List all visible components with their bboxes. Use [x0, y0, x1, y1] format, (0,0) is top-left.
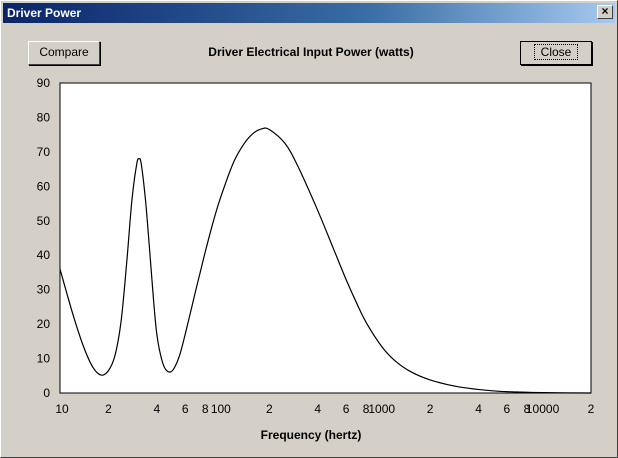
y-tick-label: 60 — [37, 179, 51, 193]
x-tick-label: 2 — [266, 402, 273, 416]
x-tick-label: 4 — [154, 402, 161, 416]
y-tick-label: 40 — [37, 248, 51, 262]
x-tick-label: 2 — [105, 402, 112, 416]
x-tick-label: 2 — [427, 402, 434, 416]
x-tick-label: 8 — [363, 402, 370, 416]
y-tick-label: 50 — [37, 214, 51, 228]
close-window-icon[interactable]: × — [597, 5, 613, 19]
x-tick-label: 6 — [182, 402, 189, 416]
x-tick-label: 6 — [343, 402, 350, 416]
y-tick-label: 30 — [37, 283, 51, 297]
x-tick-label: 10000 — [526, 402, 560, 416]
x-tick-label: 100 — [211, 402, 231, 416]
y-tick-label: 80 — [37, 110, 51, 124]
title-bar[interactable]: Driver Power × — [3, 3, 615, 23]
chart-title: Driver Electrical Input Power (watts) — [208, 45, 414, 59]
x-tick-label: 2 — [588, 402, 595, 416]
y-tick-label: 90 — [37, 76, 51, 90]
x-tick-label: 8 — [524, 402, 531, 416]
x-tick-label: 8 — [202, 402, 209, 416]
series-group — [59, 127, 592, 394]
power-curve-line — [59, 127, 592, 394]
y-tick-label: 70 — [37, 145, 51, 159]
x-tick-label: 10 — [55, 402, 69, 416]
x-axis-label: Frequency (hertz) — [260, 428, 362, 442]
x-tick-label: 1000 — [368, 402, 395, 416]
y-tick-label: 0 — [43, 386, 50, 400]
y-tick-label: 20 — [37, 317, 51, 331]
close-button[interactable]: Close — [520, 41, 592, 65]
x-tick-label: 4 — [475, 402, 482, 416]
compare-button[interactable]: Compare — [28, 41, 100, 65]
x-tick-label: 4 — [314, 402, 321, 416]
y-tick-label: 10 — [37, 352, 51, 366]
close-button-label: Close — [533, 44, 579, 60]
window-title: Driver Power — [7, 6, 82, 20]
plot-area — [59, 82, 592, 394]
x-tick-label: 6 — [504, 402, 511, 416]
